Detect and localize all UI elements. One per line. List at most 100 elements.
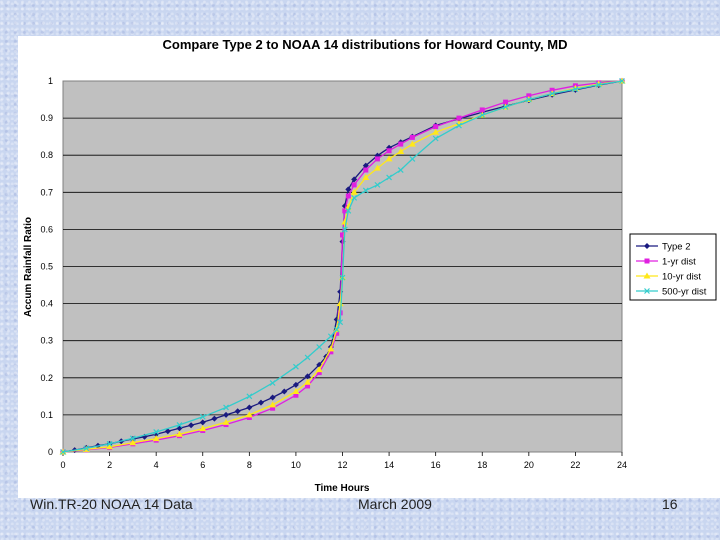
data-point — [293, 392, 299, 398]
series-group — [59, 77, 626, 455]
data-point — [409, 134, 415, 140]
x-tick-label: 6 — [200, 460, 205, 470]
data-point — [270, 405, 276, 411]
y-tick-label: 0.4 — [40, 299, 53, 309]
data-point — [373, 164, 381, 171]
y-tick-label: 0.2 — [40, 373, 53, 383]
data-point — [292, 381, 299, 388]
data-point — [408, 140, 416, 147]
x-tick-label: 16 — [431, 460, 441, 470]
data-point — [398, 141, 404, 147]
y-tick-label: 1 — [48, 76, 53, 86]
data-point — [211, 415, 218, 422]
data-point — [386, 148, 392, 154]
x-tick-label: 14 — [384, 460, 394, 470]
data-point — [304, 354, 311, 361]
footer-title: Win.TR-20 NOAA 14 Data — [30, 496, 193, 512]
data-point — [549, 90, 556, 97]
data-point — [479, 107, 485, 113]
data-point — [245, 411, 253, 418]
y-tick-label: 0.3 — [40, 336, 53, 346]
data-point — [152, 435, 160, 442]
chart-frame: Compare Type 2 to NOAA 14 distributions … — [18, 36, 720, 498]
data-point — [526, 93, 532, 99]
data-point — [223, 411, 230, 418]
data-point — [351, 176, 358, 183]
data-point — [153, 429, 160, 435]
data-point — [257, 399, 264, 406]
data-point — [292, 388, 300, 395]
data-point — [164, 428, 171, 435]
data-point — [432, 135, 439, 142]
data-point — [328, 349, 334, 355]
y-tick-label: 0 — [48, 447, 53, 457]
slide-number: 16 — [662, 496, 678, 512]
x-tick-label: 24 — [617, 460, 627, 470]
data-point — [339, 274, 346, 281]
data-point — [340, 232, 345, 238]
data-point — [572, 86, 579, 93]
data-point — [246, 414, 252, 420]
y-tick-label: 0.8 — [40, 150, 53, 160]
x-tick-label: 8 — [247, 460, 252, 470]
legend-label: 500-yr dist — [662, 287, 707, 298]
data-point — [106, 440, 113, 447]
data-point — [342, 208, 348, 214]
data-point — [281, 388, 288, 395]
x-tick-label: 0 — [60, 460, 65, 470]
legend-label: 10-yr dist — [662, 272, 701, 283]
data-point — [503, 99, 509, 105]
data-point — [246, 393, 253, 400]
x-tick-label: 12 — [337, 460, 347, 470]
legend-entry: 1-yr dist — [636, 257, 696, 268]
data-point — [374, 156, 380, 162]
data-point — [292, 363, 299, 370]
data-point — [363, 167, 369, 173]
data-point — [433, 124, 439, 130]
data-point — [341, 226, 348, 233]
legend-entry: 10-yr dist — [636, 272, 701, 283]
data-point — [327, 345, 335, 352]
data-point — [175, 430, 183, 437]
data-point — [595, 81, 602, 88]
chart-title: Compare Type 2 to NOAA 14 distributions … — [163, 37, 568, 52]
data-point — [351, 194, 358, 201]
data-point — [83, 445, 90, 452]
y-tick-label: 0.5 — [40, 262, 53, 272]
data-point — [269, 380, 276, 386]
data-point — [643, 272, 651, 279]
x-axis-label: Time Hours — [315, 483, 370, 494]
data-point — [397, 147, 405, 154]
data-point — [350, 188, 358, 195]
x-tick-label: 2 — [107, 460, 112, 470]
data-point — [327, 333, 334, 340]
data-point — [269, 394, 276, 401]
data-point — [619, 78, 625, 84]
x-tick-label: 22 — [570, 460, 580, 470]
data-point — [345, 193, 351, 199]
data-point — [362, 162, 369, 169]
data-point — [129, 439, 137, 446]
data-point — [199, 413, 206, 420]
data-point — [305, 383, 311, 389]
axis-ticks: 00.10.20.30.40.50.60.70.80.910 2 4 6 8 10 12 14… — [40, 76, 627, 470]
data-point — [456, 122, 462, 129]
data-point — [362, 187, 369, 194]
data-point — [479, 112, 486, 119]
data-point — [316, 370, 322, 376]
data-point — [199, 419, 206, 426]
data-point — [374, 181, 381, 188]
data-point — [199, 425, 207, 432]
y-tick-label: 0.9 — [40, 113, 53, 123]
data-point — [502, 104, 509, 110]
data-point — [644, 288, 650, 294]
data-point — [316, 344, 323, 350]
legend-label: Type 2 — [662, 242, 691, 253]
data-point — [129, 435, 136, 442]
data-point — [246, 404, 253, 411]
data-point — [385, 155, 393, 162]
data-point — [176, 421, 183, 428]
data-point — [644, 243, 650, 249]
x-tick-label: 10 — [291, 460, 301, 470]
data-point — [304, 378, 312, 385]
